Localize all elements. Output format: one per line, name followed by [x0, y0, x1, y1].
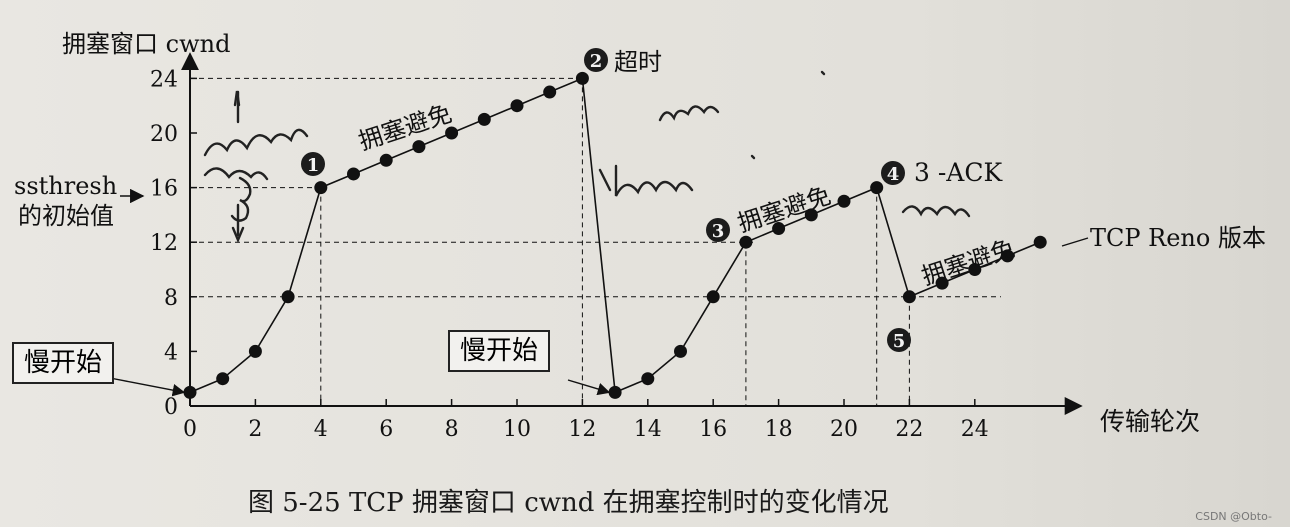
x-tick-label: 14 [634, 417, 662, 442]
marker-3: 3 [712, 221, 725, 242]
marker-2: 2 [590, 51, 603, 72]
data-point [510, 99, 524, 113]
data-point [314, 181, 328, 195]
marker-5: 5 [893, 331, 906, 352]
y-tick-label: 8 [164, 286, 178, 311]
data-point [870, 181, 884, 195]
x-tick-label: 22 [895, 417, 923, 442]
x-tick-label: 4 [314, 417, 328, 442]
y-tick-label: 12 [150, 231, 178, 256]
data-point [772, 222, 786, 236]
slow-start-arrow-2 [567, 379, 611, 396]
x-tick-label: 6 [379, 417, 393, 442]
marker-4-disc [881, 161, 905, 185]
annotation-tcp-reno: TCP Reno 版本 [1090, 224, 1266, 252]
data-point [935, 276, 949, 290]
y-tick-label: 20 [150, 122, 178, 147]
data-point [1033, 235, 1047, 249]
marker-1-disc [301, 152, 325, 176]
y-tick-label: 16 [150, 177, 178, 202]
cwnd-line [189, 77, 1041, 394]
ssthresh-label: ssthresh [14, 172, 117, 200]
handwriting-stroke [598, 164, 694, 197]
data-point [281, 290, 295, 304]
x-tick-label: 8 [445, 417, 459, 442]
data-point [543, 85, 557, 99]
data-point [445, 126, 459, 140]
figure-caption: 图 5-25 TCP 拥塞窗口 cwnd 在拥塞控制时的变化情况 [248, 488, 889, 518]
handwriting-stroke [231, 226, 245, 244]
data-point [608, 385, 622, 399]
data-point [674, 344, 687, 358]
data-point [347, 167, 360, 181]
data-point [837, 194, 851, 208]
data-point [1001, 249, 1014, 263]
data-point [968, 263, 982, 276]
x-tick-label: 10 [503, 417, 531, 442]
data-point [739, 235, 753, 249]
marker-5-disc [887, 328, 911, 352]
data-point [641, 372, 655, 386]
data-point [248, 344, 262, 358]
marker-3-disc [706, 218, 730, 242]
data-point [575, 71, 589, 85]
data-point [216, 372, 230, 386]
data-point [183, 385, 197, 399]
data-point [412, 140, 426, 154]
data-point [902, 290, 916, 304]
annotation-3ack: 3 -ACK [914, 158, 1003, 187]
marker-2-disc [584, 48, 608, 72]
marker-1: 1 [307, 155, 320, 176]
x-tick-label: 18 [765, 417, 793, 442]
y-tick-label: 24 [150, 67, 178, 92]
slow-start-box-1: 慢开始 [12, 342, 115, 384]
x-axis-label: 传输轮次 [1100, 407, 1200, 436]
x-tick-label: 12 [568, 417, 596, 442]
x-tick-label: 16 [699, 417, 727, 442]
data-point [477, 112, 491, 126]
annotation-congestion-avoidance-1: 拥塞避免 [355, 99, 455, 155]
annotation-congestion-avoidance-3: 拥塞避免 [918, 234, 1018, 290]
data-point [804, 208, 818, 222]
handwriting-stroke [203, 128, 309, 157]
x-tick-label: 24 [961, 417, 989, 442]
y-tick-label: 4 [164, 340, 178, 365]
slow-start-arrow-1 [109, 377, 186, 397]
slow-start-box-2: 慢开始 [448, 330, 551, 372]
ssthresh-label-2: 的初始值 [18, 202, 114, 230]
handwriting-stroke [230, 176, 252, 222]
annotation-timeout: 超时 [614, 48, 662, 76]
handwriting-stroke [750, 154, 756, 160]
x-tick-label: 2 [248, 417, 262, 442]
x-tick-label: 20 [830, 417, 858, 442]
handwriting-stroke [820, 70, 826, 76]
data-point [706, 290, 720, 304]
y-tick-label: 0 [164, 395, 178, 420]
handwriting-stroke [658, 105, 720, 122]
marker-4: 4 [887, 164, 900, 185]
handwriting-stroke [901, 205, 971, 218]
reno-leader [1061, 237, 1089, 247]
watermark: CSDN @Obto- [1195, 510, 1272, 523]
y-axis-label: 拥塞窗口 cwnd [62, 30, 230, 58]
x-tick-label: 0 [183, 417, 197, 442]
handwriting-stroke [203, 167, 269, 181]
data-point [379, 153, 393, 167]
